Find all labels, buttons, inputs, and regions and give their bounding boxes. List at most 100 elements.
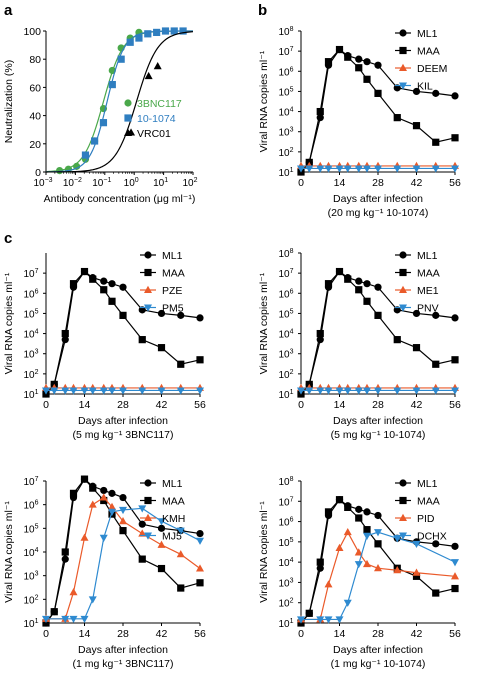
data-point: [374, 529, 382, 537]
data-point: [196, 356, 204, 364]
chart-caption: (5 mg kg⁻¹ 3BNC117): [72, 429, 173, 441]
y-tick-label: 102: [278, 147, 293, 159]
data-point: [119, 517, 127, 525]
legend-label: MAA: [417, 496, 440, 508]
data-point: [50, 608, 58, 616]
series-VRC01: [46, 31, 194, 173]
y-tick-label: 101: [278, 167, 293, 179]
x-tick-label: 0: [298, 628, 304, 640]
legend-label: ML1: [417, 478, 438, 490]
x-axis-label: Days after infection: [333, 415, 423, 427]
y-tick-label: 105: [278, 86, 293, 98]
data-point: [363, 559, 371, 568]
data-point: [196, 314, 204, 322]
legend-marker: [144, 479, 152, 487]
data-point: [451, 314, 459, 322]
data-point: [412, 87, 421, 96]
data-point: [73, 162, 81, 170]
y-tick-label: 105: [23, 523, 38, 535]
data-point: [374, 311, 382, 319]
data-point: [316, 558, 324, 566]
x-tick-label: 14: [334, 399, 346, 411]
data-point: [363, 75, 371, 83]
y-axis-label: Viral RNA copies ml⁻¹: [3, 272, 15, 374]
legend-marker: [399, 496, 407, 505]
data-point: [343, 599, 352, 607]
x-tick-label: 28: [372, 177, 384, 189]
y-tick-label: 104: [278, 107, 293, 119]
data-point: [138, 520, 146, 528]
y-tick-label: 103: [23, 571, 38, 583]
data-point: [138, 555, 146, 563]
data-point: [343, 387, 352, 395]
legend-marker: [399, 479, 407, 487]
data-point: [316, 616, 325, 624]
data-point: [344, 503, 352, 511]
data-point: [69, 588, 78, 596]
data-point: [374, 540, 382, 548]
data-point: [363, 508, 371, 516]
data-point: [374, 511, 382, 520]
data-point: [335, 165, 344, 173]
series-MJ5: [42, 505, 204, 624]
data-point: [451, 584, 459, 593]
x-tick-label: 101: [153, 177, 168, 189]
data-point: [316, 329, 324, 338]
data-point: [138, 336, 146, 344]
data-point: [144, 30, 152, 38]
series-10-1074: [45, 27, 193, 173]
data-point: [363, 58, 371, 66]
data-point: [451, 356, 459, 364]
series-KMH: [42, 493, 204, 622]
y-tick-label: 102: [23, 369, 38, 381]
data-point: [196, 537, 204, 545]
data-point: [297, 387, 305, 395]
x-axis-label: Days after infection: [333, 644, 423, 656]
y-axis-label: Neutralization (%): [3, 60, 15, 143]
legend-marker: [144, 532, 152, 540]
data-point: [363, 387, 371, 395]
data-point: [69, 387, 78, 395]
y-tick-label: 103: [278, 577, 293, 589]
y-tick-label: 107: [278, 496, 293, 508]
data-point: [432, 138, 440, 146]
x-tick-label: 42: [156, 399, 168, 411]
data-point: [196, 564, 204, 572]
data-point: [91, 137, 99, 145]
data-point: [363, 532, 371, 540]
y-tick-label: 107: [23, 476, 38, 488]
data-point: [297, 165, 305, 173]
data-point: [138, 505, 147, 513]
data-point: [297, 616, 305, 624]
data-point: [412, 344, 421, 352]
legend-marker: [144, 251, 152, 259]
data-point: [374, 283, 382, 291]
data-point: [431, 387, 440, 395]
data-point: [80, 615, 89, 624]
legend-label: MAA: [162, 496, 185, 508]
legend-label: MJ5: [162, 531, 182, 543]
data-point: [324, 280, 333, 288]
data-point: [324, 616, 333, 624]
data-point: [324, 58, 333, 66]
legend-marker: [399, 82, 407, 90]
chart-c2: 0 14 28 42 56 101 102 103 104 105 106 107 108 Days af…: [258, 248, 461, 441]
x-tick-label: 14: [79, 628, 91, 640]
y-tick-label: 102: [278, 598, 293, 610]
y-tick-label: 108: [278, 248, 293, 260]
series-DCHX: [297, 529, 459, 624]
data-point: [393, 114, 401, 122]
x-tick-label: 0: [298, 177, 304, 189]
y-tick-label: 102: [278, 369, 293, 381]
y-tick-label: 103: [278, 349, 293, 361]
data-point: [335, 543, 344, 551]
data-point: [119, 387, 127, 395]
data-point: [335, 616, 344, 624]
data-point: [88, 596, 97, 604]
data-point: [374, 564, 382, 572]
data-point: [50, 387, 59, 395]
y-tick-label: 108: [278, 26, 293, 38]
x-tick-label: 28: [117, 628, 129, 640]
data-point: [119, 506, 127, 515]
legend-label: VRC01: [137, 128, 171, 140]
